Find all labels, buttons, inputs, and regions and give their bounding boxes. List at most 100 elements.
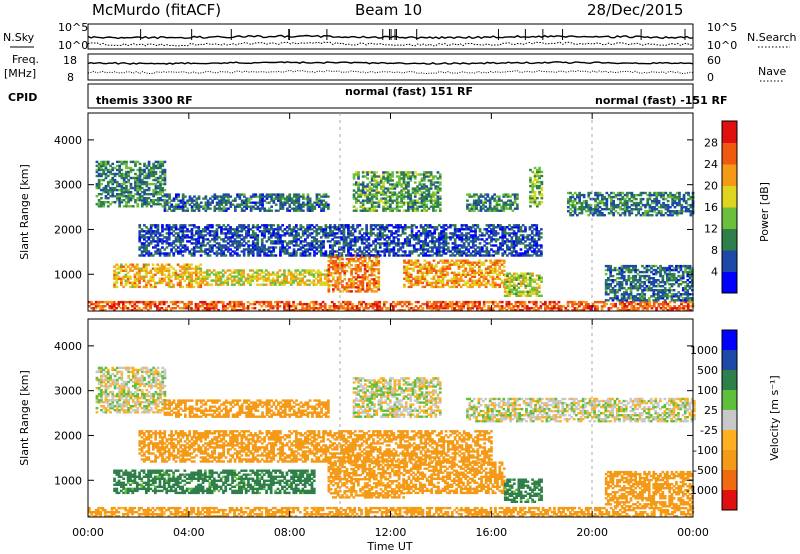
- heatmap-cell: [267, 230, 271, 233]
- heatmap-cell: [279, 193, 282, 196]
- heatmap-cell: [500, 199, 503, 202]
- heatmap-cell: [174, 275, 178, 278]
- heatmap-cell: [359, 201, 363, 204]
- heatmap-cell: [370, 189, 374, 192]
- heatmap-cell: [678, 191, 681, 195]
- heatmap-cell: [363, 259, 367, 263]
- heatmap-cell: [392, 300, 395, 304]
- heatmap-cell: [147, 160, 151, 164]
- heatmap-cell: [429, 183, 433, 186]
- heatmap-cell: [308, 283, 311, 286]
- heatmap-cell: [113, 271, 116, 274]
- heatmap-cell: [646, 305, 649, 308]
- heatmap-cell: [630, 300, 633, 304]
- heatmap-cell: [453, 277, 456, 280]
- heatmap-cell: [533, 195, 537, 198]
- heatmap-cell: [281, 244, 284, 247]
- heatmap-cell: [404, 195, 408, 198]
- heatmap-cell: [327, 286, 331, 289]
- heatmap-cell: [438, 183, 442, 186]
- heatmap-cell: [97, 168, 101, 172]
- heatmap-cell: [451, 309, 454, 312]
- heatmap-cell: [314, 302, 318, 306]
- heatmap-cell: [172, 246, 176, 249]
- heatmap-cell: [457, 265, 461, 268]
- heatmap-cell: [332, 278, 335, 281]
- heatmap-cell: [129, 184, 133, 188]
- heatmap-cell: [509, 205, 512, 208]
- heatmap-cell: [350, 280, 353, 283]
- heatmap-cell: [165, 236, 169, 239]
- heatmap-cell: [434, 187, 438, 190]
- heatmap-cell: [156, 250, 160, 253]
- heatmap-cell: [111, 195, 115, 198]
- heatmap-cell: [113, 283, 116, 287]
- heatmap-cell: [120, 172, 124, 176]
- heatmap-cell: [295, 197, 298, 200]
- heatmap-cell: [326, 275, 329, 278]
- heatmap-cell: [231, 232, 235, 235]
- heatmap-cell: [288, 193, 292, 196]
- heatmap-cell: [288, 234, 291, 237]
- heatmap-cell: [120, 263, 123, 266]
- heatmap-cell: [267, 277, 270, 280]
- heatmap-cell: [368, 282, 371, 285]
- heatmap-cell: [165, 263, 169, 266]
- heatmap-cell: [233, 238, 237, 241]
- heatmap-cell: [359, 266, 362, 269]
- heatmap-cell: [473, 271, 477, 274]
- heatmap-cell: [439, 279, 443, 282]
- heatmap-cell: [373, 201, 376, 204]
- heatmap-cell: [122, 182, 126, 186]
- heatmap-cell: [113, 285, 116, 289]
- heatmap-cell: [313, 230, 316, 233]
- heatmap-cell: [102, 178, 106, 182]
- heatmap-cell: [360, 305, 363, 308]
- heatmap-cell: [215, 228, 219, 231]
- heatmap-cell: [370, 270, 374, 273]
- heatmap-cell: [488, 203, 492, 206]
- heatmap-cell: [323, 307, 327, 310]
- heatmap-cell: [299, 300, 302, 304]
- heatmap-cell: [559, 307, 563, 310]
- heatmap-cell: [466, 203, 469, 206]
- heatmap-cell: [538, 186, 541, 190]
- heatmap-cell: [192, 254, 196, 257]
- heatmap-cell: [111, 193, 115, 196]
- heatmap-cell: [290, 254, 294, 257]
- heatmap-cell: [675, 210, 679, 213]
- heatmap-cell: [538, 201, 541, 204]
- heatmap-cell: [468, 195, 472, 198]
- heatmap-cell: [306, 193, 310, 196]
- heatmap-cell: [438, 189, 442, 192]
- heatmap-cell: [432, 175, 435, 178]
- heatmap-cell: [252, 207, 255, 210]
- heatmap-cell: [151, 302, 155, 306]
- heatmap-cell: [526, 294, 530, 297]
- heatmap-cell: [684, 210, 688, 213]
- heatmap-cell: [290, 240, 294, 243]
- heatmap-cell: [479, 193, 483, 196]
- heatmap-cell: [301, 230, 305, 233]
- heatmap-cell: [301, 305, 304, 308]
- heatmap-cell: [496, 305, 500, 308]
- heatmap-cell: [478, 302, 481, 306]
- heatmap-cell: [236, 254, 239, 257]
- heatmap-cell: [684, 206, 688, 209]
- heatmap-cell: [639, 193, 643, 197]
- heatmap-cell: [523, 300, 527, 304]
- heatmap-cell: [159, 182, 162, 186]
- heatmap-cell: [400, 191, 403, 194]
- heatmap-cell: [439, 267, 443, 270]
- heatmap-cell: [377, 183, 381, 186]
- heatmap-cell: [263, 252, 266, 255]
- heatmap-cell: [475, 207, 478, 210]
- heatmap-cell: [689, 214, 693, 217]
- heatmap-cell: [487, 309, 490, 312]
- heatmap-cell: [113, 180, 117, 184]
- heatmap-cell: [462, 279, 465, 282]
- heatmap-cell: [258, 193, 262, 196]
- heatmap-cell: [386, 179, 390, 182]
- heatmap-cell: [204, 230, 207, 233]
- heatmap-cell: [457, 271, 461, 274]
